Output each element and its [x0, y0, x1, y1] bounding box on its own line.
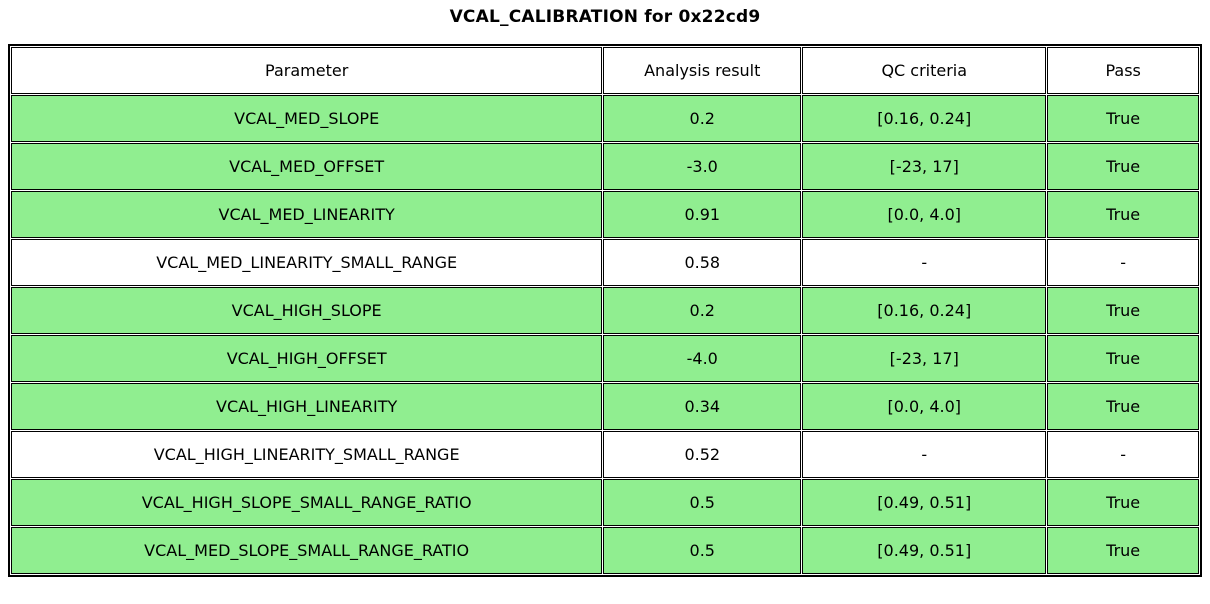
table-row: VCAL_HIGH_SLOPE_SMALL_RANGE_RATIO 0.5 [0.4…	[11, 479, 1199, 526]
pass-cell: True	[1047, 143, 1199, 190]
pass-cell: True	[1047, 335, 1199, 382]
pass-cell: True	[1047, 527, 1199, 574]
qc-criteria-cell: -	[802, 239, 1047, 286]
pass-cell: -	[1047, 239, 1199, 286]
analysis-result-cell: -4.0	[603, 335, 802, 382]
table-row: VCAL_HIGH_LINEARITY 0.34 [0.0, 4.0] True	[11, 383, 1199, 430]
analysis-result-cell: 0.52	[603, 431, 802, 478]
qc-criteria-cell: [0.16, 0.24]	[802, 95, 1047, 142]
analysis-result-cell: 0.34	[603, 383, 802, 430]
qc-criteria-cell: [0.16, 0.24]	[802, 287, 1047, 334]
analysis-result-cell: 0.91	[603, 191, 802, 238]
table-row: VCAL_HIGH_OFFSET -4.0 [-23, 17] True	[11, 335, 1199, 382]
parameter-cell: VCAL_HIGH_LINEARITY	[11, 383, 603, 430]
parameter-cell: VCAL_HIGH_OFFSET	[11, 335, 603, 382]
parameter-cell: VCAL_HIGH_SLOPE_SMALL_RANGE_RATIO	[11, 479, 603, 526]
parameter-cell: VCAL_HIGH_SLOPE	[11, 287, 603, 334]
parameter-cell: VCAL_MED_SLOPE	[11, 95, 603, 142]
table-row: VCAL_MED_SLOPE 0.2 [0.16, 0.24] True	[11, 95, 1199, 142]
column-header-pass: Pass	[1047, 47, 1199, 94]
parameter-cell: VCAL_MED_SLOPE_SMALL_RANGE_RATIO	[11, 527, 603, 574]
analysis-result-cell: 0.58	[603, 239, 802, 286]
pass-cell: True	[1047, 287, 1199, 334]
qc-criteria-cell: [0.49, 0.51]	[802, 527, 1047, 574]
analysis-result-cell: 0.2	[603, 95, 802, 142]
parameter-cell: VCAL_MED_LINEARITY	[11, 191, 603, 238]
table-body: VCAL_MED_SLOPE 0.2 [0.16, 0.24] True VCAL_ME…	[11, 95, 1199, 574]
pass-cell: -	[1047, 431, 1199, 478]
qc-criteria-cell: [0.0, 4.0]	[802, 383, 1047, 430]
table-row: VCAL_MED_SLOPE_SMALL_RANGE_RATIO 0.5 [0.49…	[11, 527, 1199, 574]
analysis-result-cell: 0.2	[603, 287, 802, 334]
column-header-qc-criteria: QC criteria	[802, 47, 1047, 94]
parameter-cell: VCAL_MED_OFFSET	[11, 143, 603, 190]
table-row: VCAL_HIGH_LINEARITY_SMALL_RANGE 0.52- -	[11, 431, 1199, 478]
page-title: VCAL_CALIBRATION for 0x22cd9	[449, 7, 761, 27]
parameter-cell: VCAL_MED_LINEARITY_SMALL_RANGE	[11, 239, 603, 286]
parameter-cell: VCAL_HIGH_LINEARITY_SMALL_RANGE	[11, 431, 603, 478]
pass-cell: True	[1047, 191, 1199, 238]
table-row: VCAL_HIGH_SLOPE 0.2 [0.16, 0.24] True	[11, 287, 1199, 334]
table-row: VCAL_MED_LINEARITY_SMALL_RANGE 0.58- -	[11, 239, 1199, 286]
analysis-result-cell: -3.0	[603, 143, 802, 190]
pass-cell: True	[1047, 383, 1199, 430]
analysis-result-cell: 0.5	[603, 479, 802, 526]
column-header-parameter: Parameter	[11, 47, 603, 94]
qc-criteria-cell: [-23, 17]	[802, 143, 1047, 190]
table-row: VCAL_MED_LINEARITY 0.91 [0.0, 4.0] True	[11, 191, 1199, 238]
qc-criteria-cell: [0.0, 4.0]	[802, 191, 1047, 238]
table-row: VCAL_MED_OFFSET -3.0 [-23, 17] True	[11, 143, 1199, 190]
pass-cell: True	[1047, 479, 1199, 526]
qc-criteria-cell: [0.49, 0.51]	[802, 479, 1047, 526]
analysis-result-cell: 0.5	[603, 527, 802, 574]
qc-criteria-cell: [-23, 17]	[802, 335, 1047, 382]
qc-results-table: Parameter Analysis result QC criteria Pass …	[8, 44, 1202, 577]
qc-criteria-cell: -	[802, 431, 1047, 478]
column-header-analysis-result: Analysis result	[603, 47, 802, 94]
table-header-row: Parameter Analysis result QC criteria Pass	[11, 47, 1199, 94]
pass-cell: True	[1047, 95, 1199, 142]
